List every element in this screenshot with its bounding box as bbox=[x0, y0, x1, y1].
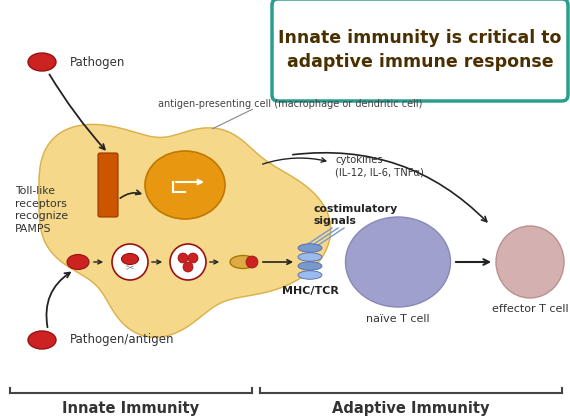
Text: Toll-like
receptors
recognize
PAMPS: Toll-like receptors recognize PAMPS bbox=[15, 186, 68, 234]
Text: ✂: ✂ bbox=[125, 262, 135, 272]
Ellipse shape bbox=[298, 244, 322, 252]
Ellipse shape bbox=[298, 253, 322, 261]
Text: Innate Immunity: Innate Immunity bbox=[63, 400, 200, 415]
Ellipse shape bbox=[496, 226, 564, 298]
Text: Pathogen/antigen: Pathogen/antigen bbox=[70, 334, 174, 347]
Text: cytokines
(IL-12, IL-6, TNFα): cytokines (IL-12, IL-6, TNFα) bbox=[335, 155, 424, 177]
Circle shape bbox=[188, 253, 198, 263]
Ellipse shape bbox=[298, 271, 322, 279]
Circle shape bbox=[246, 256, 258, 268]
FancyBboxPatch shape bbox=[98, 153, 118, 217]
Ellipse shape bbox=[298, 262, 322, 270]
Text: Innate immunity is critical to
adaptive immune response: Innate immunity is critical to adaptive … bbox=[278, 29, 561, 71]
Circle shape bbox=[170, 244, 206, 280]
Text: Pathogen: Pathogen bbox=[70, 55, 125, 68]
Circle shape bbox=[178, 253, 188, 263]
Ellipse shape bbox=[121, 254, 139, 264]
Text: MHC/TCR: MHC/TCR bbox=[282, 286, 339, 296]
Text: antigen-presenting cell (macrophage or dendritic cell): antigen-presenting cell (macrophage or d… bbox=[158, 99, 422, 109]
Ellipse shape bbox=[345, 217, 450, 307]
Ellipse shape bbox=[28, 331, 56, 349]
Text: naïve T cell: naïve T cell bbox=[366, 314, 430, 324]
Text: costimulatory
signals: costimulatory signals bbox=[313, 204, 397, 226]
FancyBboxPatch shape bbox=[272, 0, 568, 101]
Ellipse shape bbox=[28, 53, 56, 71]
Text: effector T cell: effector T cell bbox=[492, 304, 568, 314]
Circle shape bbox=[183, 262, 193, 272]
Circle shape bbox=[112, 244, 148, 280]
Polygon shape bbox=[39, 124, 331, 337]
Text: Adaptive Immunity: Adaptive Immunity bbox=[332, 400, 490, 415]
Ellipse shape bbox=[145, 151, 225, 219]
Ellipse shape bbox=[67, 254, 89, 269]
Ellipse shape bbox=[230, 256, 256, 269]
